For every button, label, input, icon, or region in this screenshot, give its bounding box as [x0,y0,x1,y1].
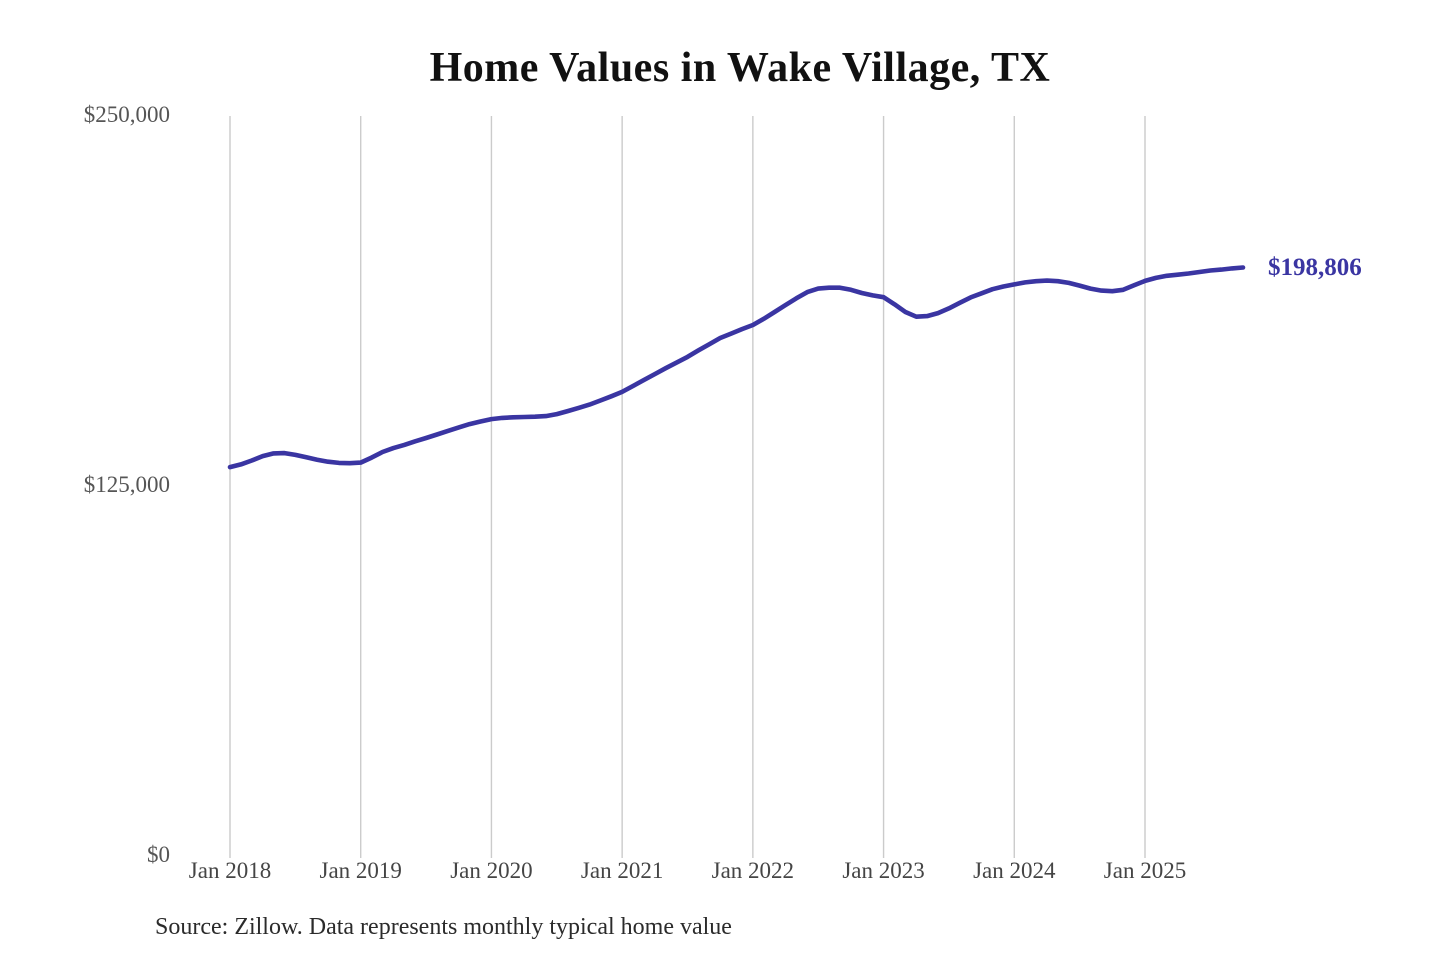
latest-value-label: $198,806 [1268,253,1362,281]
y-tick-label: $250,000 [83,102,170,127]
gridlines [229,116,1146,858]
home-value-line [227,265,1246,470]
x-tick-label: Jan 2018 [188,858,272,883]
x-tick-label: Jan 2023 [842,858,925,883]
chart-title: Home Values in Wake Village, TX [429,45,1051,91]
y-tick-label: $125,000 [83,472,170,497]
x-tick-label: Jan 2019 [319,858,402,883]
y-tick-label: $0 [147,842,170,867]
x-tick-label: Jan 2025 [1103,858,1187,883]
x-tick-label: Jan 2021 [580,858,664,883]
x-tick-label: Jan 2020 [450,858,533,883]
source-note: Source: Zillow. Data represents monthly … [155,914,732,940]
x-tick-label: Jan 2024 [973,858,1056,883]
x-tick-label: Jan 2022 [711,858,795,883]
